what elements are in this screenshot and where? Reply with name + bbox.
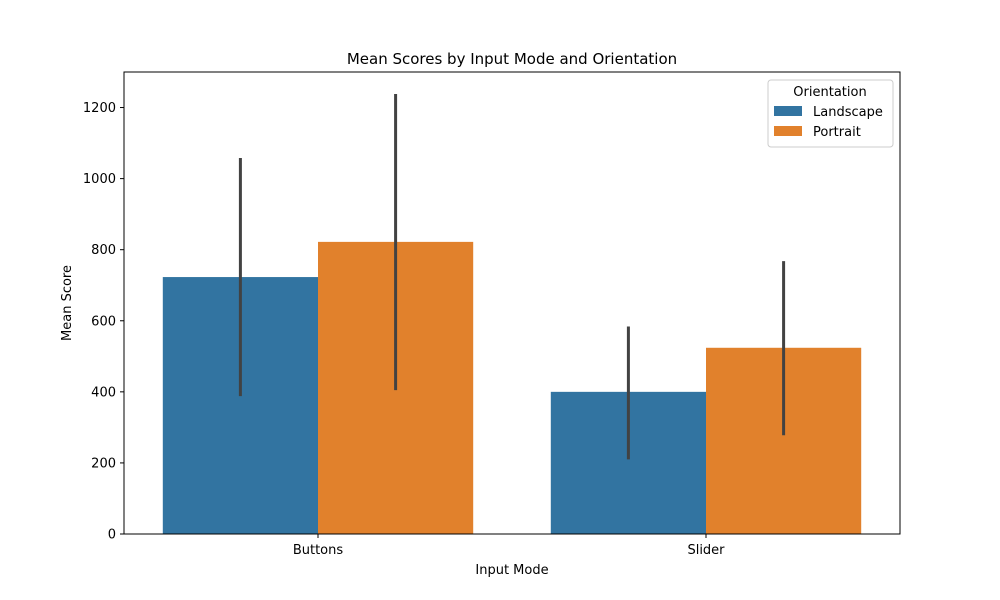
y-tick-label-400: 400 bbox=[91, 385, 116, 400]
x-axis-label: Input Mode bbox=[475, 563, 548, 578]
chart-title: Mean Scores by Input Mode and Orientatio… bbox=[347, 50, 677, 68]
plot-area bbox=[162, 241, 862, 534]
y-tick-label-1000: 1000 bbox=[83, 172, 116, 187]
y-axis-label: Mean Score bbox=[60, 265, 75, 341]
legend-label-portrait: Portrait bbox=[813, 125, 861, 140]
y-tick-label-200: 200 bbox=[91, 456, 116, 471]
x-axis: Buttons Slider bbox=[293, 534, 725, 558]
legend-title: Orientation bbox=[793, 85, 866, 100]
x-tick-label-buttons: Buttons bbox=[293, 543, 344, 558]
plot-frame bbox=[123, 71, 901, 535]
legend-swatch-portrait bbox=[774, 126, 802, 136]
error-bars bbox=[238, 94, 786, 460]
y-tick-label-800: 800 bbox=[91, 243, 116, 258]
y-axis: 0 200 400 600 800 1000 1200 bbox=[83, 101, 124, 543]
x-tick-label-slider: Slider bbox=[687, 543, 725, 558]
legend: Orientation Landscape Portrait bbox=[767, 79, 894, 148]
y-tick-label-0: 0 bbox=[108, 528, 116, 543]
legend-label-landscape: Landscape bbox=[813, 105, 883, 120]
y-tick-label-1200: 1200 bbox=[83, 101, 116, 116]
y-tick-label-600: 600 bbox=[91, 314, 116, 329]
legend-swatch-landscape bbox=[774, 106, 802, 116]
